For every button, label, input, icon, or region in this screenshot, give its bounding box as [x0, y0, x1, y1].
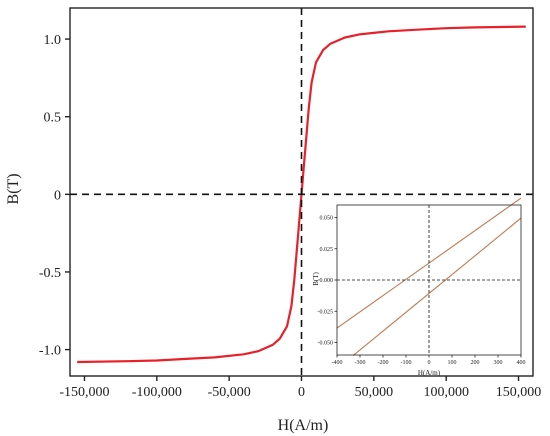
inset-x-tick-label: 300: [494, 360, 503, 366]
inset-y-tick-label: -0.050: [318, 341, 334, 347]
inset-y-tick-label: -0.025: [318, 309, 334, 315]
x-tick-label: 100,000: [423, 385, 469, 400]
inset-x-tick-label: 0: [428, 360, 431, 366]
x-tick-label: -150,000: [59, 385, 109, 400]
inset-y-tick-label: 0.050: [320, 216, 334, 222]
inset-y-tick-label: 0.000: [320, 278, 334, 284]
inset-x-tick-label: -300: [355, 360, 366, 366]
y-tick-label: -0.5: [39, 266, 61, 281]
y-tick-label: 1.0: [44, 33, 62, 48]
inset-y-tick-label: 0.025: [320, 247, 334, 253]
inset-plot: -400 -300 -200 -100 0 100 200 300 400 -0.050 -0.02…: [318, 197, 526, 366]
x-tick-label: 150,000: [496, 385, 542, 400]
x-tick-label: 0: [298, 385, 305, 400]
inset-y-axis-label: B(T): [312, 272, 320, 286]
inset-series-line-1: [352, 217, 522, 357]
x-tick-label: 50,000: [355, 385, 394, 400]
inset-x-tick-label: -200: [378, 360, 389, 366]
inset-x-tick-label: 100: [448, 360, 457, 366]
x-axis-label: H(A/m): [278, 417, 329, 434]
inset-x-tick-label: 200: [471, 360, 480, 366]
inset-series-line-0: [336, 197, 522, 329]
inset-x-tick-label: 400: [517, 360, 526, 366]
y-tick-label: 0.5: [44, 111, 62, 126]
x-tick-label: -100,000: [132, 385, 182, 400]
inset-x-tick-label: -100: [401, 360, 412, 366]
y-axis-label: B(T): [5, 173, 22, 204]
y-tick-label: 0: [54, 188, 61, 203]
y-tick-label: -1.0: [39, 344, 61, 359]
main-plot: -150,000 -100,000 -50,000 0 50,000 100,000 150…: [39, 7, 542, 400]
inset-x-tick-label: -400: [332, 360, 343, 366]
x-tick-label: -50,000: [208, 385, 251, 400]
inset-x-axis-label: H(A/m): [418, 369, 441, 377]
